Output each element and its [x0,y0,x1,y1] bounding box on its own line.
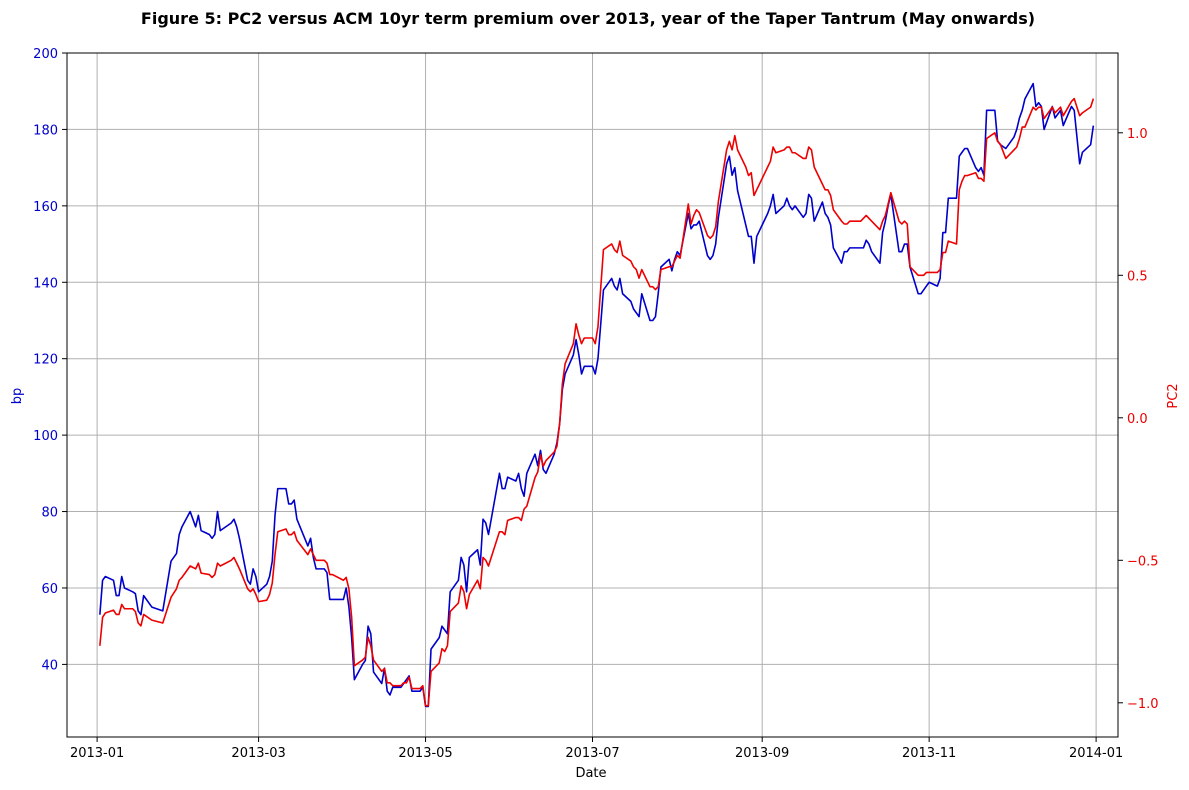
x-tick-label: 2014-01 [1069,746,1123,761]
chart-title: Figure 5: PC2 versus ACM 10yr term premi… [141,9,1035,28]
x-tick-label: 2013-01 [70,746,124,761]
gridlines [67,52,1118,737]
x-axis-label: Date [575,766,606,781]
y-left-tick-label: 180 [33,123,58,138]
y-left-tick-label: 60 [41,582,58,597]
y-axis-right-label: PC2 [1166,383,1181,408]
y-left-tick-label: 160 [33,200,58,215]
series-line-bp [99,82,1095,708]
y-axis-left-ticks: 40 60 80 100 120 140 160 180 200 [33,47,67,673]
y-left-tick-label: 120 [33,353,58,368]
x-tick-label: 2013-07 [565,746,619,761]
y-left-tick-label: 40 [41,658,58,673]
y-axis-left-label: bp [10,388,25,405]
y-right-tick-label: 0.0 [1127,412,1148,427]
x-tick-label: 2013-05 [398,746,452,761]
x-tick-label: 2013-11 [902,746,956,761]
y-axis-right-ticks: −1.0 −0.5 0.0 0.5 1.0 [1118,127,1159,712]
series-lines [99,82,1095,708]
series-line-pc2 [99,97,1095,707]
y-left-tick-label: 200 [33,47,58,62]
y-right-tick-label: −1.0 [1127,697,1159,712]
y-left-tick-label: 140 [33,276,58,291]
y-left-tick-label: 80 [41,506,58,521]
y-right-tick-label: 1.0 [1127,127,1148,142]
y-right-tick-label: −0.5 [1127,554,1159,569]
x-tick-label: 2013-03 [231,746,285,761]
y-right-tick-label: 0.5 [1127,269,1148,284]
y-left-tick-label: 100 [33,429,58,444]
x-tick-label: 2013-09 [735,746,789,761]
x-axis-ticks: 2013-01 2013-03 2013-05 2013-07 2013-09 2013-… [70,737,1123,761]
